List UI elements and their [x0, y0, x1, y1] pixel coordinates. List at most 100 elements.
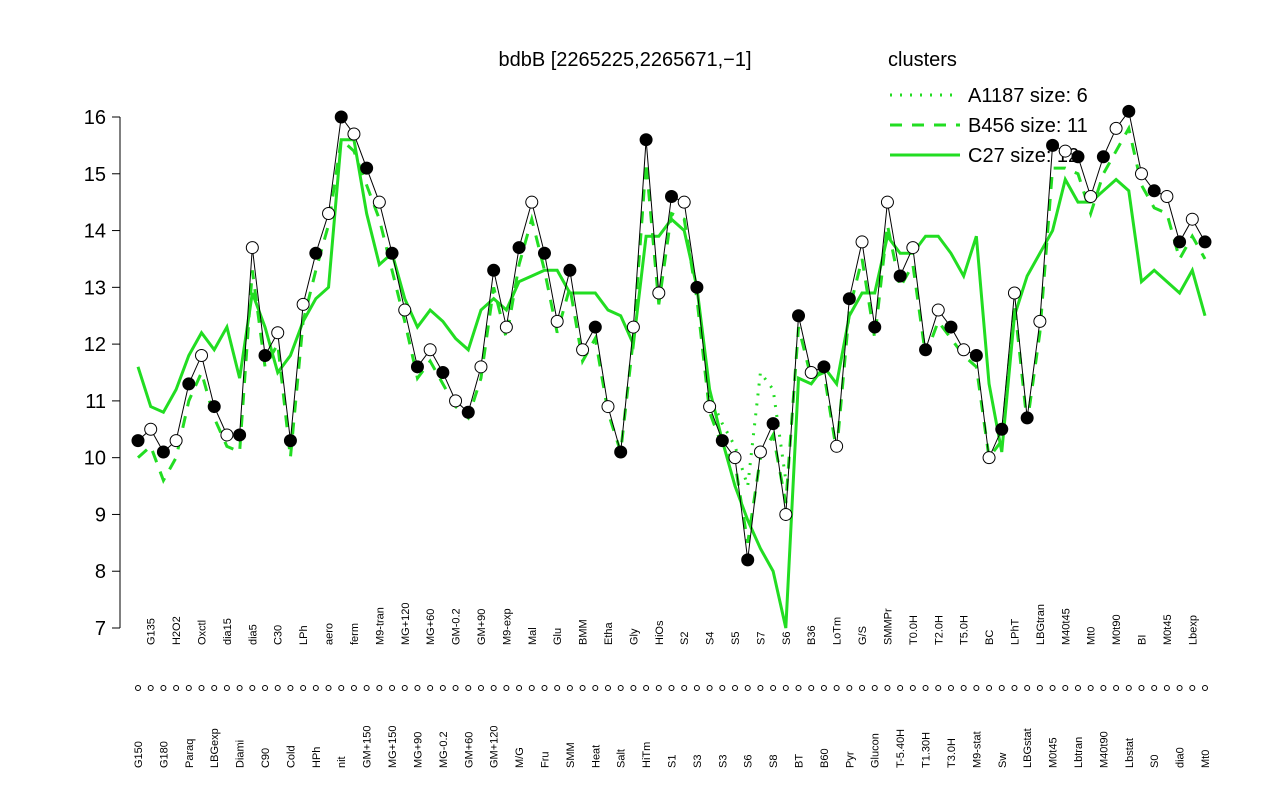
- point: [703, 400, 717, 414]
- category-dot: [503, 685, 510, 691]
- point: [1020, 411, 1034, 425]
- category-dot: [643, 685, 650, 691]
- x-tick-label: G/S: [857, 626, 869, 645]
- point: [436, 366, 450, 379]
- category-dot: [935, 685, 942, 691]
- x-tick-label: HiTm: [641, 742, 653, 768]
- category-dot: [1163, 685, 1170, 691]
- x-tick-label: T0.0H: [908, 615, 920, 645]
- point: [499, 320, 513, 334]
- category-dot: [693, 685, 700, 691]
- category-dot: [325, 685, 332, 691]
- point: [880, 195, 894, 209]
- point: [449, 394, 463, 408]
- chart-title: bdbB [2265225,2265671,−1]: [498, 49, 751, 71]
- x-tick-label: M0t45: [1048, 737, 1060, 768]
- category-dot: [846, 685, 853, 691]
- category-dot: [490, 685, 497, 691]
- x-tick-label: LPhT: [1009, 618, 1021, 645]
- point: [1134, 167, 1148, 181]
- x-tick-label: GM+150: [362, 726, 374, 769]
- x-tick-label: dia0: [1175, 747, 1187, 768]
- category-dot: [719, 685, 726, 691]
- x-tick-label: S6: [743, 755, 755, 768]
- category-dot: [732, 685, 739, 691]
- point: [1058, 144, 1072, 158]
- category-dot: [350, 685, 357, 691]
- point: [982, 451, 996, 465]
- point: [1033, 314, 1047, 328]
- point: [665, 189, 678, 203]
- category-dot: [554, 685, 561, 691]
- point: [995, 422, 1009, 436]
- category-dot: [1024, 685, 1031, 691]
- category-dot: [147, 685, 154, 691]
- x-tick-label: SMM: [565, 742, 577, 768]
- x-tick-label: G180: [158, 741, 170, 768]
- x-tick-label: dia15: [222, 618, 234, 645]
- point: [804, 366, 818, 379]
- point: [537, 246, 551, 260]
- point: [906, 241, 920, 255]
- x-tick-label: GM+60: [463, 732, 475, 768]
- category-dot: [477, 685, 484, 691]
- point: [766, 417, 780, 431]
- point: [360, 161, 374, 175]
- legend-label: B456 size: 11: [968, 115, 1088, 137]
- x-tick-label: Lbexp: [1187, 615, 1199, 645]
- category-dot: [465, 685, 472, 691]
- point: [855, 235, 869, 249]
- point: [614, 445, 628, 459]
- x-tick-label: Glu: [552, 628, 564, 645]
- point: [639, 133, 653, 147]
- x-tick-label: GM+90: [476, 609, 488, 645]
- category-dot: [947, 685, 954, 691]
- point: [576, 343, 590, 357]
- category-dot: [1049, 685, 1056, 691]
- point: [1185, 212, 1199, 226]
- point: [690, 280, 704, 294]
- x-tick-label: B60: [819, 748, 831, 768]
- point: [182, 377, 196, 391]
- category-dot: [909, 685, 916, 691]
- category-dot: [973, 685, 980, 691]
- x-tick-label: M40t45: [1060, 608, 1072, 645]
- category-dot: [1176, 685, 1183, 691]
- category-dot: [820, 685, 827, 691]
- point: [868, 320, 882, 334]
- x-tick-label: S8: [768, 755, 780, 768]
- x-tick-label: S4: [705, 632, 717, 645]
- x-tick-label: BMM: [578, 619, 590, 645]
- x-tick-label: H2O2: [171, 616, 183, 645]
- x-tick-label: S3: [692, 755, 704, 768]
- category-dot: [236, 685, 243, 691]
- x-tick-label: Heat: [590, 745, 602, 768]
- category-dot: [668, 685, 675, 691]
- x-tick-label: S7: [755, 632, 767, 645]
- point: [1096, 150, 1110, 164]
- x-tick-label: Diami: [235, 740, 247, 768]
- category-dot: [757, 685, 764, 691]
- category-dot: [198, 685, 205, 691]
- point: [753, 445, 767, 459]
- x-tick-label: ferm: [349, 623, 361, 645]
- point: [296, 297, 310, 311]
- category-dot: [795, 685, 802, 691]
- category-dot: [986, 685, 993, 691]
- x-tick-label: Mt0: [1086, 627, 1098, 645]
- x-tick-label: Etha: [603, 621, 615, 645]
- category-dot: [439, 685, 446, 691]
- category-dot: [770, 685, 777, 691]
- x-tick-label: Glucon: [870, 733, 882, 768]
- point: [792, 309, 806, 323]
- point: [944, 320, 958, 334]
- point: [1198, 235, 1212, 249]
- x-tick-label: S0: [1149, 755, 1161, 768]
- x-tick-label: Paraq: [184, 739, 196, 768]
- x-tick-label: aero: [324, 623, 336, 645]
- y-tick-label: 11: [85, 391, 106, 413]
- category-dot: [414, 685, 421, 691]
- y-tick-label: 16: [84, 107, 106, 129]
- x-tick-label: M/G: [514, 747, 526, 768]
- x-tick-label: dia5: [247, 624, 259, 645]
